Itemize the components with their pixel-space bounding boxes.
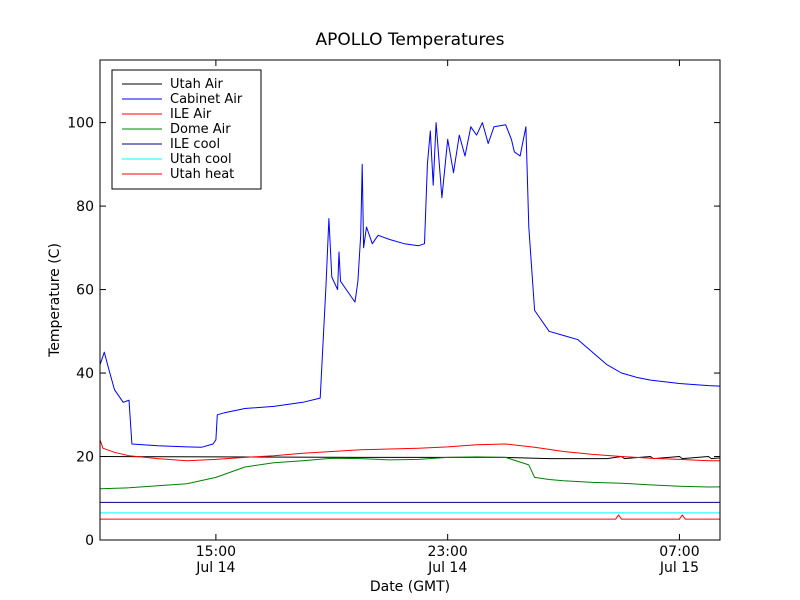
y-tick-label: 40 bbox=[76, 366, 94, 382]
legend-label-utah-heat: Utah heat bbox=[170, 167, 234, 182]
series-line-utah-air bbox=[100, 456, 720, 460]
plot-frame bbox=[99, 59, 721, 541]
x-tick-label-date: Jul 14 bbox=[427, 560, 467, 576]
y-tick-label: 60 bbox=[76, 283, 94, 299]
x-axis-label: Date (GMT) bbox=[370, 579, 450, 595]
x-tick-label-time: 23:00 bbox=[427, 544, 467, 560]
series-line-dome-air bbox=[100, 456, 720, 490]
legend-label-cabinet-air: Cabinet Air bbox=[170, 92, 243, 107]
x-tick-label-date: Jul 15 bbox=[659, 560, 699, 576]
legend-label-ile-cool: ILE cool bbox=[170, 137, 220, 152]
series-line-cabinet-air bbox=[100, 122, 720, 448]
series-line-utah-heat bbox=[100, 514, 720, 520]
legend-label-ile-air: ILE Air bbox=[170, 107, 212, 122]
legend-label-utah-air: Utah Air bbox=[170, 77, 223, 92]
y-tick-label: 20 bbox=[76, 450, 94, 466]
legend-label-utah-cool: Utah cool bbox=[170, 152, 232, 167]
legend-label-dome-air: Dome Air bbox=[170, 122, 231, 137]
y-tick-label: 0 bbox=[85, 533, 94, 549]
y-axis-label: Temperature (C) bbox=[47, 243, 63, 358]
series-line-ile-air bbox=[100, 439, 720, 462]
y-tick-label: 100 bbox=[67, 116, 94, 132]
x-tick-label-time: 07:00 bbox=[659, 544, 699, 560]
series-layer bbox=[100, 122, 720, 520]
x-tick-label-time: 15:00 bbox=[196, 544, 236, 560]
chart-title: APOLLO Temperatures bbox=[316, 30, 505, 50]
y-tick-label: 80 bbox=[76, 199, 94, 215]
x-tick-label-date: Jul 14 bbox=[195, 560, 235, 576]
